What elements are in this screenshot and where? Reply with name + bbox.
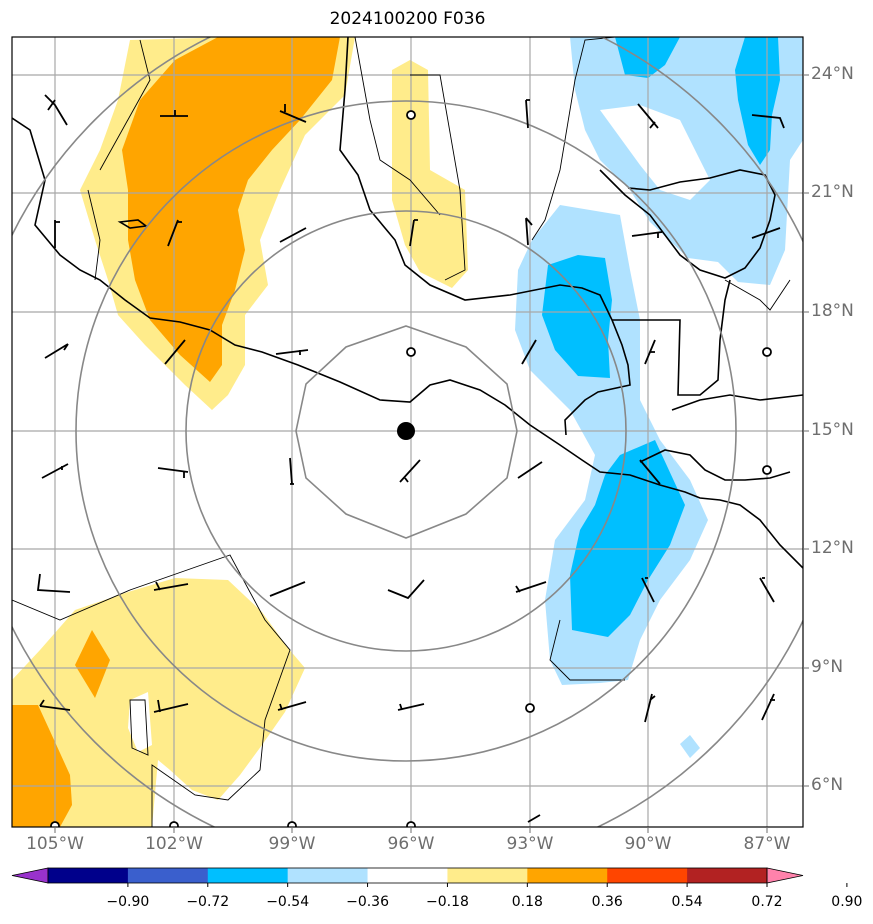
colorbar-segment — [48, 868, 129, 883]
lon-label: 96°W — [387, 834, 435, 854]
colorbar-segment — [127, 868, 209, 883]
colorbar-tick-label: −0.54 — [266, 894, 310, 910]
range-rings — [12, 37, 803, 827]
map-title: 2024100200 F036 — [329, 9, 486, 29]
lat-label: 9°N — [811, 657, 844, 677]
lat-label: 15°N — [811, 420, 854, 440]
lon-label: 90°W — [624, 834, 672, 854]
colorbar-segment — [607, 868, 688, 883]
colorbar-tick-label: 0.72 — [751, 894, 783, 910]
colorbar-segment — [687, 868, 768, 883]
lon-label: 105°W — [26, 834, 84, 854]
lon-label: 93°W — [506, 834, 554, 854]
lat-label: 24°N — [811, 64, 854, 84]
lon-label: 102°W — [145, 834, 203, 854]
colorbar-tick-label: 0.36 — [591, 894, 623, 910]
center-marker — [397, 422, 415, 440]
colorbar-segment — [207, 868, 289, 883]
lat-label: 6°N — [811, 775, 844, 795]
lat-label: 21°N — [811, 182, 854, 202]
graticule — [12, 37, 803, 827]
colorbar-tick-label: −0.36 — [346, 894, 389, 910]
lon-label: 87°W — [743, 834, 791, 854]
colorbar-outline — [47, 867, 768, 884]
colorbar-tick-label: 0.54 — [671, 894, 703, 910]
colorbar-tick-label: −0.18 — [425, 894, 469, 910]
coastlines — [12, 37, 803, 569]
lat-label: 18°N — [811, 301, 854, 321]
lat-label: 12°N — [811, 538, 854, 558]
colorbar-tick-label: 0.18 — [511, 894, 543, 910]
colorbar — [11, 867, 848, 887]
negative-anomaly-fill — [515, 37, 803, 758]
colorbar-tick-label: −0.90 — [106, 894, 150, 910]
colorbar-segment — [287, 868, 369, 883]
map-frame — [11, 36, 804, 828]
axis-ticks — [54, 74, 809, 833]
colorbar-segment — [367, 868, 448, 883]
colorbar-extend-high — [766, 867, 804, 884]
colorbar-segment — [527, 868, 608, 883]
lon-label: 99°W — [268, 834, 316, 854]
colorbar-tick-label: −0.72 — [186, 894, 230, 910]
calm-markers — [50, 110, 772, 827]
wind-barbs — [36, 94, 785, 823]
colorbar-extend-low — [11, 867, 49, 884]
colorbar-tick-label: 0.90 — [831, 894, 863, 910]
state-borders — [12, 37, 791, 827]
colorbar-segment — [447, 868, 528, 883]
